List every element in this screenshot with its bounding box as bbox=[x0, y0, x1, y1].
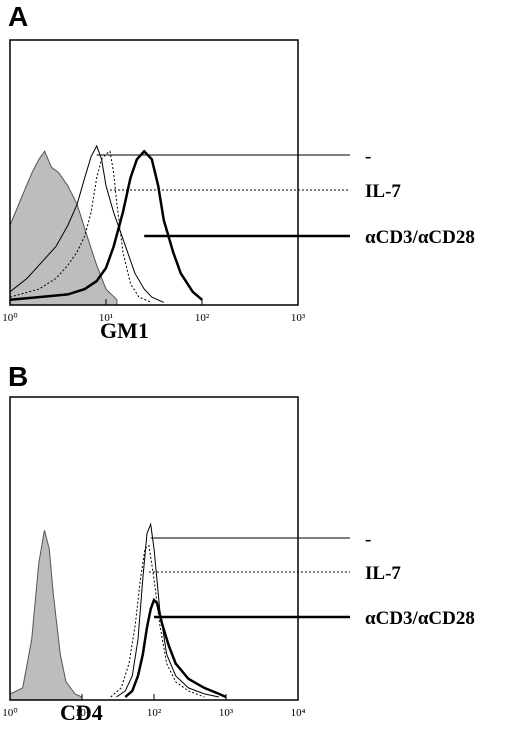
x-tick-label: 10⁰ bbox=[2, 707, 18, 719]
x-tick-label: 10⁴ bbox=[291, 707, 306, 719]
legend-label: αCD3/αCD28 bbox=[365, 608, 475, 629]
x-tick-label: 10² bbox=[195, 312, 210, 324]
histogram-line bbox=[9, 149, 203, 301]
panel-label: B bbox=[8, 361, 28, 392]
plot-frame bbox=[9, 39, 299, 306]
legend-label: IL-7 bbox=[365, 181, 401, 202]
histogram-line bbox=[9, 144, 165, 303]
histogram-line bbox=[9, 150, 152, 303]
x-tick-label: 10⁰ bbox=[2, 312, 18, 324]
x-tick-label: 10¹ bbox=[75, 707, 89, 719]
x-axis-label: GM1 bbox=[100, 318, 149, 343]
histogram-line bbox=[116, 522, 220, 698]
x-tick-label: 10² bbox=[147, 707, 162, 719]
panel-label: A bbox=[8, 1, 28, 32]
legend-label: - bbox=[365, 146, 371, 167]
histogram-line bbox=[110, 544, 205, 698]
legend-label: IL-7 bbox=[365, 563, 401, 584]
legend-label: αCD3/αCD28 bbox=[365, 227, 475, 248]
x-tick-label: 10¹ bbox=[99, 312, 113, 324]
x-tick-label: 10³ bbox=[291, 312, 306, 324]
legend-label: - bbox=[365, 529, 371, 550]
histogram-line bbox=[124, 597, 227, 699]
isotype-area bbox=[9, 150, 118, 306]
isotype-area bbox=[9, 530, 83, 701]
x-axis-label: CD4 bbox=[60, 700, 103, 725]
x-tick-label: 10³ bbox=[219, 707, 234, 719]
